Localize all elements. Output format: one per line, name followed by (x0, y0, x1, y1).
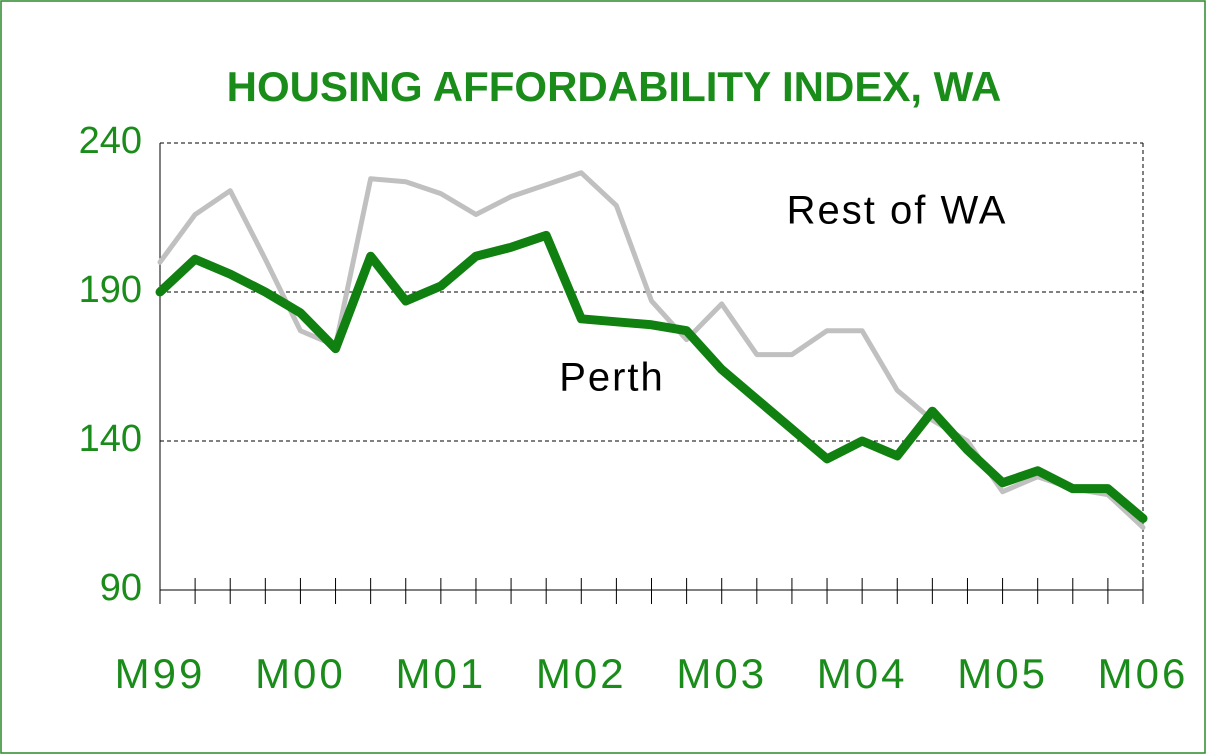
series-label: Perth (559, 356, 665, 400)
series-label: Rest of WA (787, 189, 1008, 233)
x-tick-label: M05 (957, 650, 1048, 697)
x-tick-label: M01 (396, 650, 487, 697)
x-tick-label: M02 (536, 650, 627, 697)
x-tick-label: M00 (255, 650, 346, 697)
x-tick-label: M99 (115, 650, 206, 697)
y-tick-label: 240 (79, 120, 142, 162)
series-line (155, 230, 1148, 523)
x-tick-label: M06 (1098, 650, 1189, 697)
chart-title: HOUSING AFFORDABILITY INDEX, WA (227, 63, 1002, 110)
y-tick-label: 90 (100, 567, 142, 609)
x-tick-label: M03 (676, 650, 767, 697)
x-tick-label: M04 (817, 650, 908, 697)
y-tick-label: 190 (79, 269, 142, 311)
y-tick-label: 140 (79, 418, 142, 460)
